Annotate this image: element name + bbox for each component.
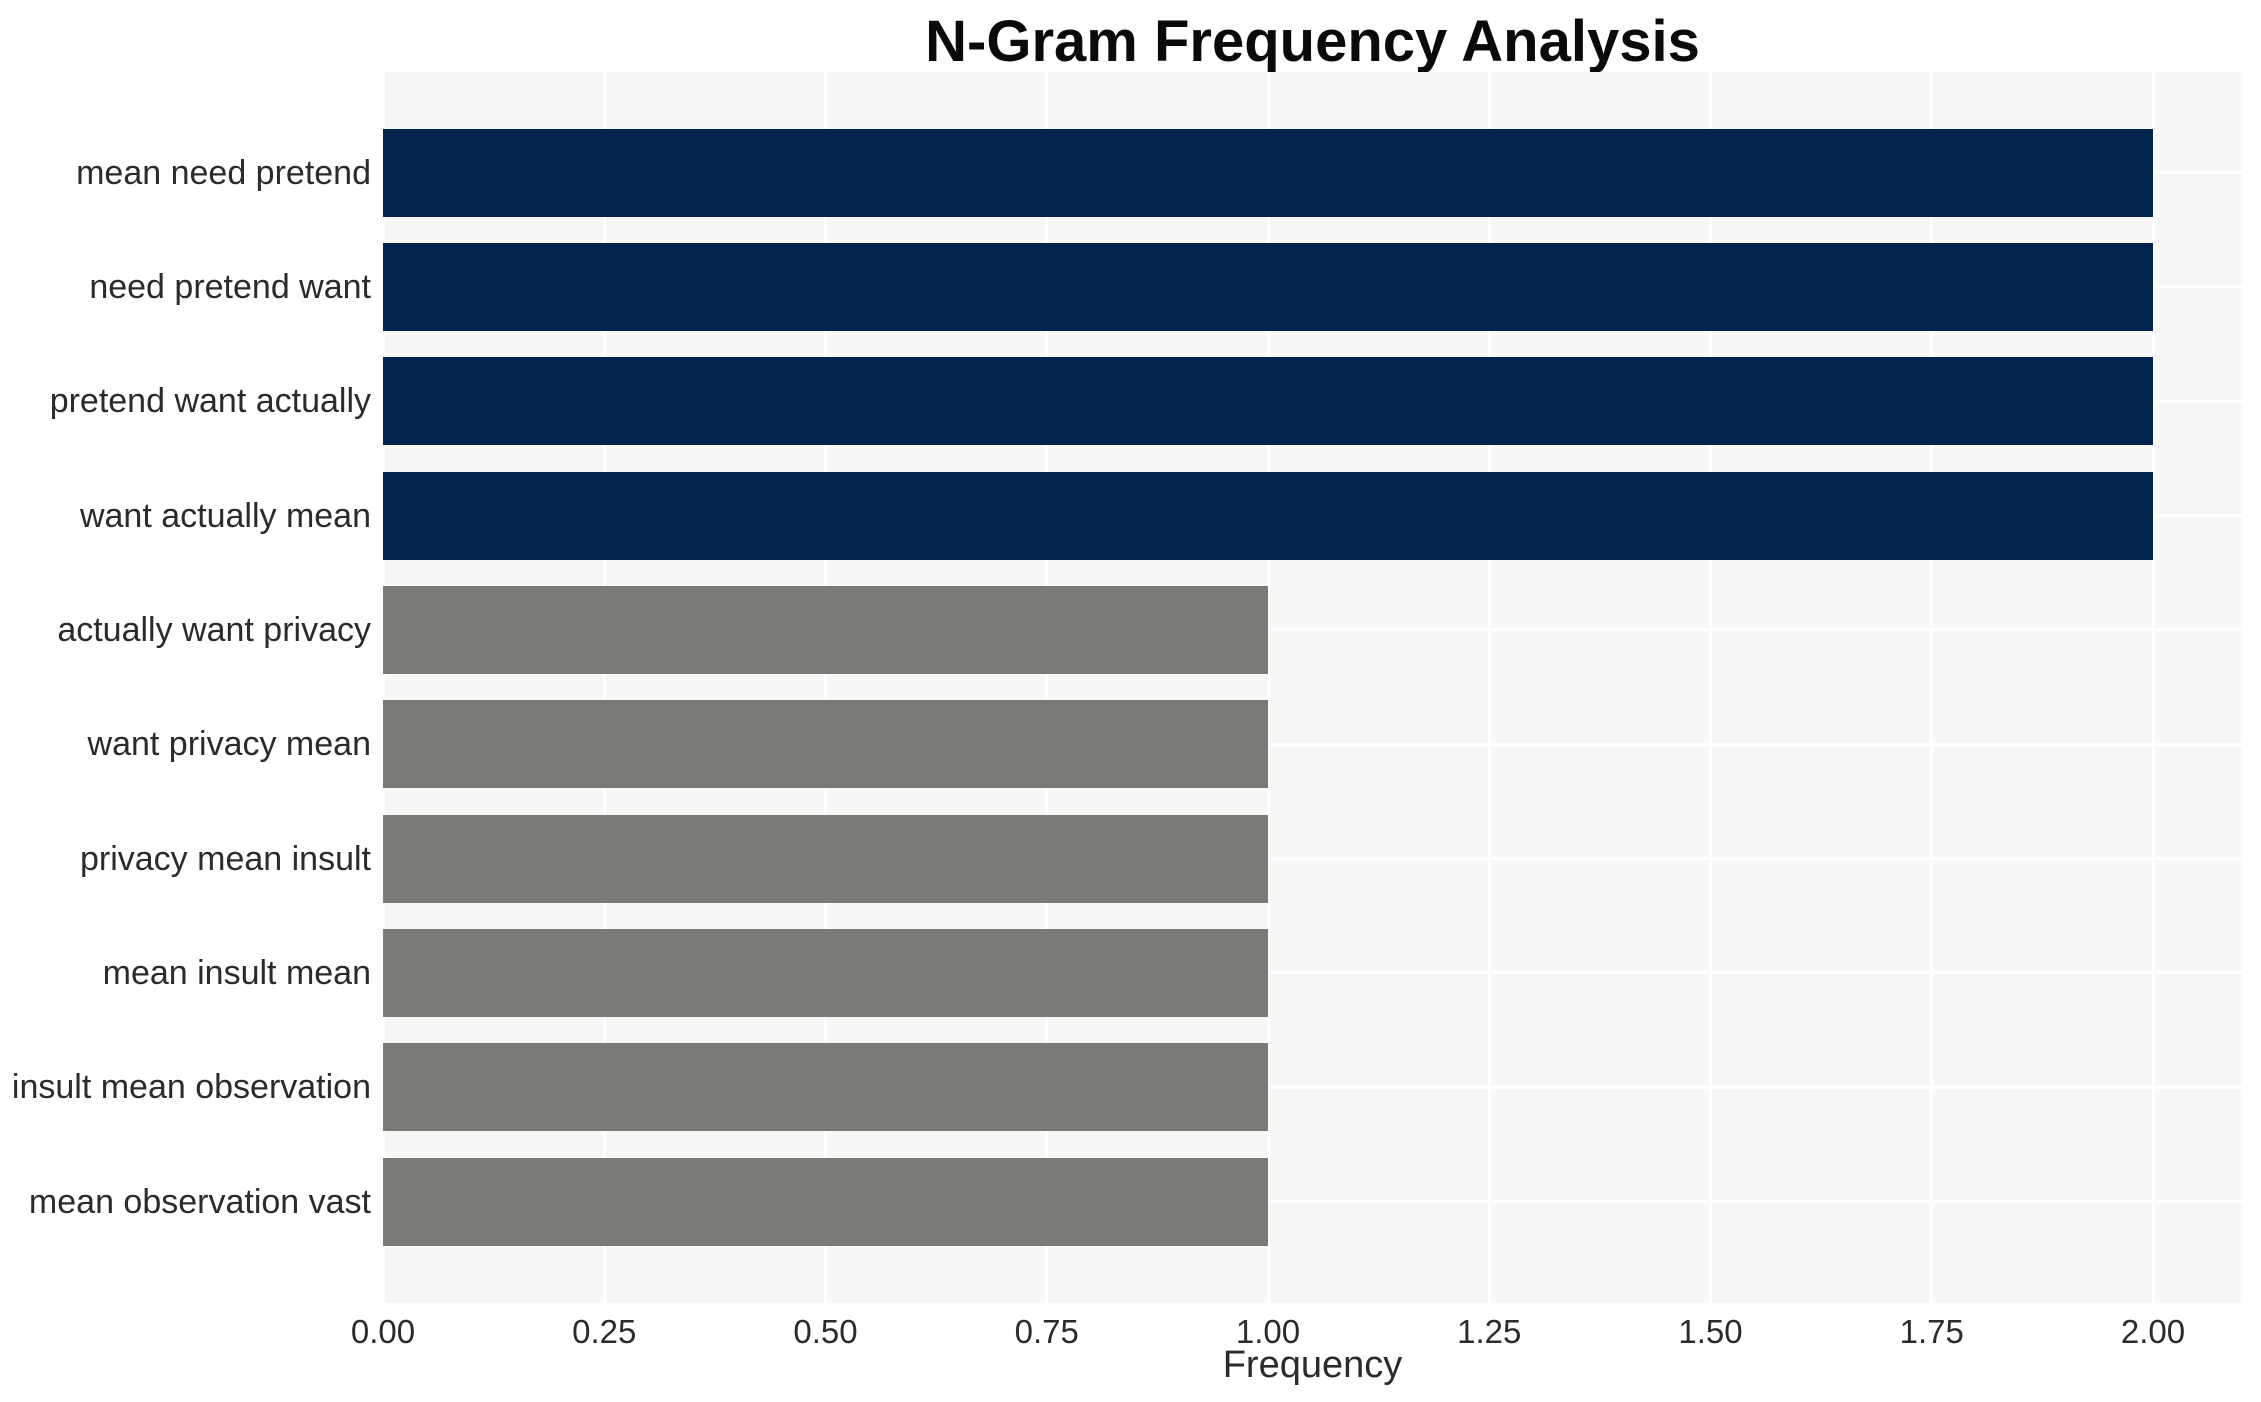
y-tick-label: want actually mean — [79, 496, 371, 535]
bar — [383, 814, 1268, 903]
x-axis-label: Frequency — [1222, 1344, 1403, 1386]
x-tick-label: 2.00 — [2120, 1313, 2186, 1350]
bar — [383, 1043, 1268, 1132]
grid-line-horizontal — [383, 1200, 2242, 1204]
x-tick-label: 0.25 — [572, 1313, 637, 1350]
bar — [383, 242, 2153, 331]
y-tick-label: need pretend want — [89, 267, 371, 306]
grid-line-horizontal — [383, 1085, 2242, 1089]
grid-line-vertical — [2151, 72, 2155, 1303]
x-tick-label: 1.75 — [1899, 1313, 1964, 1350]
grid-line-vertical — [1709, 72, 1712, 1303]
y-tick-label: pretend want actually — [49, 382, 371, 421]
grid-line-vertical — [1487, 72, 1491, 1303]
grid-line-horizontal — [383, 971, 2242, 975]
bar — [383, 1157, 1268, 1246]
x-tick-label: 0.00 — [350, 1313, 416, 1350]
x-tick-label: 1.00 — [1235, 1313, 1301, 1350]
y-tick-label: mean observation vast — [28, 1182, 371, 1221]
grid-line-horizontal — [383, 628, 2242, 632]
bar — [383, 128, 2153, 217]
grid-line-vertical — [1266, 72, 1270, 1303]
chart-title: N-Gram Frequency Analysis — [925, 9, 1700, 74]
x-tick-label: 0.75 — [1014, 1313, 1079, 1350]
plot-area — [383, 72, 2242, 1303]
y-tick-label: mean need pretend — [76, 153, 371, 192]
bar — [383, 357, 2153, 446]
bar — [383, 585, 1268, 674]
y-tick-label: privacy mean insult — [79, 839, 371, 878]
x-tick-label: 1.50 — [1678, 1313, 1743, 1350]
grid-line-vertical — [383, 72, 385, 1303]
grid-line-vertical — [602, 72, 606, 1303]
y-tick-label: mean insult mean — [102, 953, 371, 992]
grid-line-vertical — [1045, 72, 1049, 1303]
y-tick-label: insult mean observation — [11, 1068, 371, 1107]
y-tick-label: want privacy mean — [87, 725, 371, 764]
grid-line-vertical — [1930, 72, 1934, 1303]
x-tick-label: 1.25 — [1457, 1313, 1522, 1350]
x-tick-label: 0.50 — [793, 1313, 858, 1350]
grid-line-vertical — [824, 72, 827, 1303]
bar — [383, 700, 1268, 789]
grid-line-horizontal — [383, 857, 2242, 861]
grid-line-horizontal — [383, 742, 2242, 746]
bar — [383, 928, 1268, 1017]
bar — [383, 471, 2153, 560]
y-tick-label: actually want privacy — [57, 610, 371, 649]
